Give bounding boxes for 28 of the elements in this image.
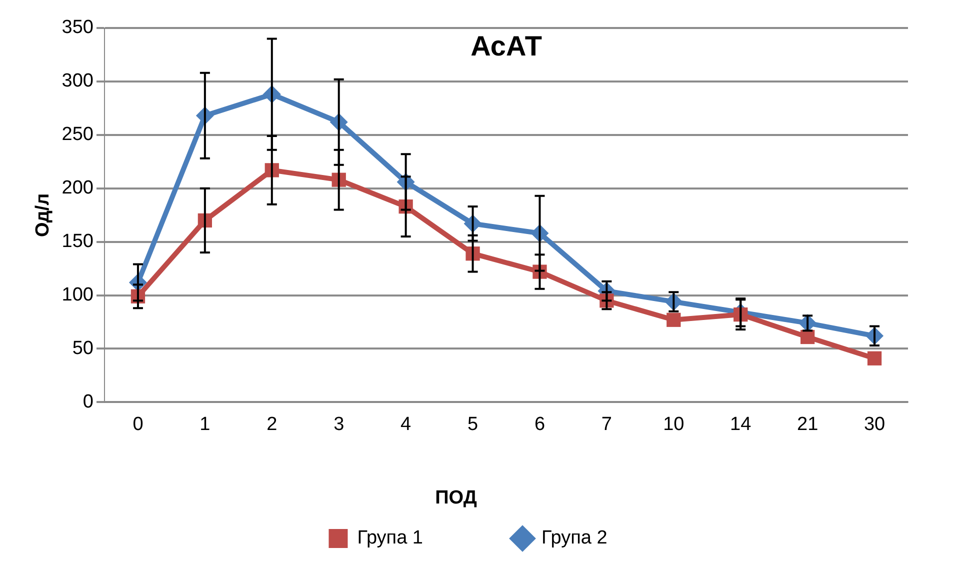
y-tick-label: 200: [62, 178, 94, 199]
legend-label: Група 2: [542, 528, 608, 549]
x-tick-label: 2: [266, 414, 278, 435]
point: [867, 351, 882, 366]
x-tick-label: 3: [334, 414, 344, 435]
y-tick-label: 150: [62, 231, 94, 252]
y-tick-label: 100: [62, 284, 94, 306]
x-tick-label: 1: [200, 414, 210, 435]
x-tick-label: 14: [730, 414, 752, 435]
x-tick-label: 21: [796, 414, 818, 435]
x-tick-label: 5: [467, 414, 478, 435]
x-tick-label: 30: [864, 414, 886, 435]
x-tick-label: 6: [534, 414, 546, 435]
x-tick-label: 0: [132, 414, 144, 435]
y-tick-label: 250: [62, 124, 94, 146]
y-tick-label: 0: [82, 391, 94, 412]
y-axis-title: Од/л: [32, 193, 54, 237]
point: [800, 330, 815, 344]
chart-title: АсАТ: [470, 30, 542, 62]
x-tick-label: 7: [601, 414, 612, 435]
x-axis-title: ПОД: [435, 488, 478, 509]
y-tick-label: 50: [72, 338, 94, 359]
y-tick-label: 300: [62, 70, 94, 92]
legend-label: Група 1: [357, 528, 424, 549]
point: [666, 312, 681, 327]
x-tick-label: 4: [400, 414, 412, 435]
y-tick-label: 350: [62, 17, 94, 38]
x-tick-label: 10: [663, 414, 684, 435]
